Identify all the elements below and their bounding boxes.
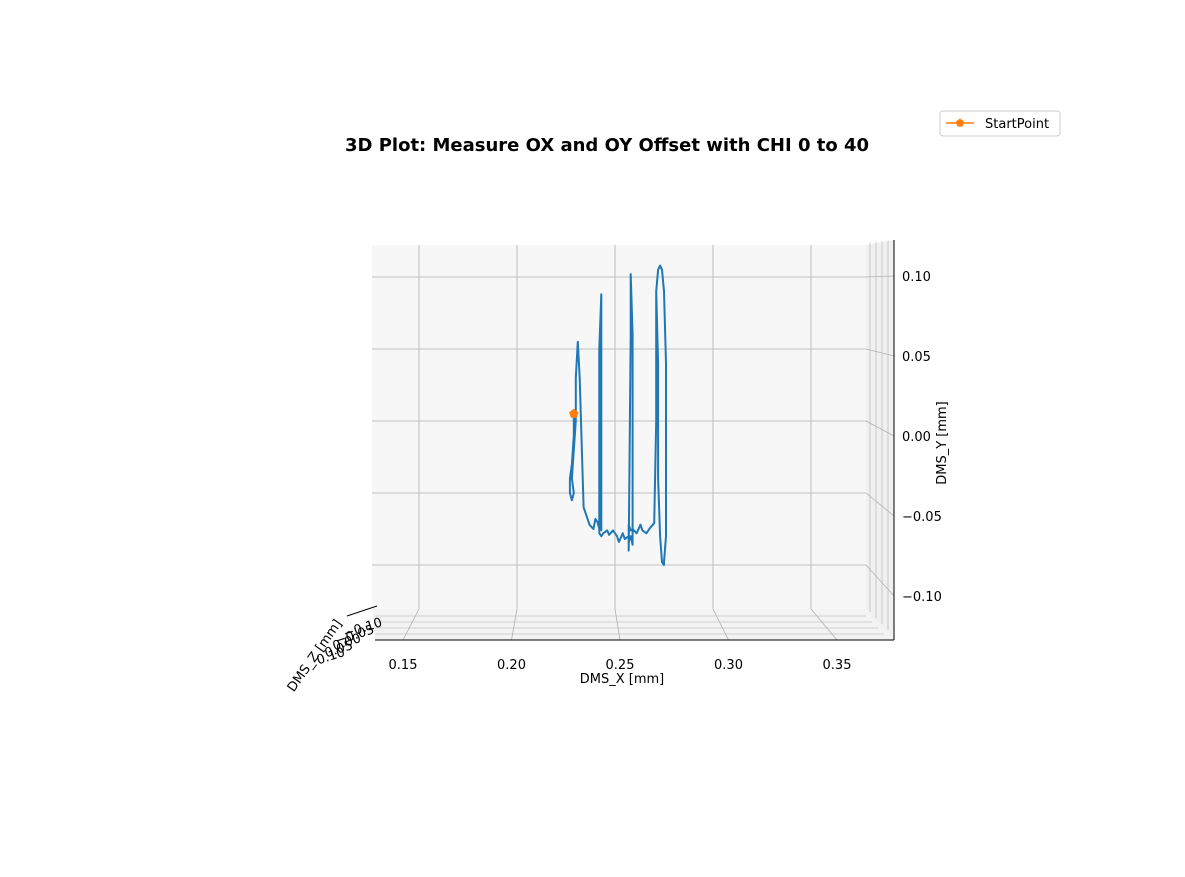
y-tick-label: 0.05 [902, 350, 931, 365]
y-tick-label: 0.10 [902, 270, 931, 285]
legend-label-startpoint: StartPoint [985, 117, 1049, 132]
start-point-marker [569, 408, 579, 418]
x-floor-gridline [511, 608, 518, 641]
series-layer [568, 264, 667, 566]
side-pane [866, 240, 894, 640]
z-axis-line [346, 605, 378, 617]
legend-box [939, 110, 1061, 137]
x-floor-gridline [810, 608, 838, 641]
x-tick-label: 0.35 [823, 658, 852, 673]
x-tick-labels: 0.15 0.20 0.25 0.30 0.35 [389, 658, 852, 673]
trajectory-line [568, 264, 667, 566]
y-side-gridline [865, 492, 895, 517]
y-side-gridline [865, 348, 895, 357]
x-floor-gridline [614, 608, 621, 641]
y-tick-labels: 0.10 0.05 0.00 −0.05 −0.10 [902, 270, 942, 605]
y-side-gridline [865, 275, 895, 278]
legend-marker-startpoint [955, 118, 965, 127]
x-floor-gridline [712, 608, 729, 641]
x-tick-label: 0.20 [497, 658, 526, 673]
axis-lines [346, 240, 895, 641]
y-tick-label: −0.10 [902, 590, 942, 605]
y-side-gridline [865, 564, 895, 597]
x-tick-label: 0.25 [606, 658, 635, 673]
y-tick-label: 0.00 [902, 430, 931, 445]
floor-pane [372, 609, 894, 640]
y-tick-label: −0.05 [902, 510, 942, 525]
x-tick-label: 0.30 [714, 658, 743, 673]
x-floor-gridline [402, 608, 420, 641]
x-axis-label: DMS_X [mm] [580, 672, 665, 687]
back-pane [372, 245, 866, 609]
legend: StartPoint [939, 110, 1061, 137]
chart-title: 3D Plot: Measure OX and OY Offset with C… [345, 135, 869, 156]
y-side-gridline [865, 420, 895, 437]
y-axis-label: DMS_Y [mm] [935, 401, 950, 485]
x-tick-label: 0.15 [389, 658, 418, 673]
